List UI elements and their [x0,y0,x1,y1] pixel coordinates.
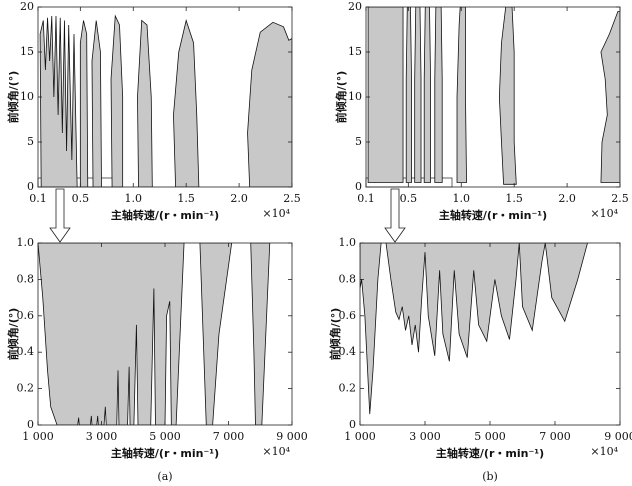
scale-label: ×10⁴ [590,207,618,220]
x-tick-label: 5 000 [149,430,181,443]
scale-label: ×10⁴ [262,207,290,220]
y-tick-label: 0 [27,180,34,193]
y-tick-label: 0 [355,180,362,193]
y-tick-label: 10 [348,90,362,103]
y-tick-label: 0 [27,418,34,431]
y-axis-label: 前倾角/(°) [6,71,20,124]
y-tick-label: 5 [27,135,34,148]
plot-area [39,14,292,187]
x-tick-label: 1.0 [453,192,471,205]
y-tick-label: 0.2 [17,382,35,395]
plot-area [367,7,620,185]
zoom-arrow [49,188,71,243]
x-tick-label: 0.5 [72,192,90,205]
lobe [79,20,89,187]
lobe [91,20,102,187]
y-tick-label: 1.0 [17,236,35,249]
zoom-indicators [37,177,453,243]
x-tick-label: 5 000 [474,430,506,443]
y-tick-label: 5 [355,135,362,148]
x-tick-label: 9 000 [276,430,308,443]
panel: 1 000 3 000 5 000 7 000 9 000 0 0.2 0.4 0.6 0.8 1.… [328,236,632,483]
x-tick-label: 0.5 [400,192,418,205]
x-tick-label: 1.5 [505,192,523,205]
x-axis-label: 主轴转速/(r・min⁻¹) [111,446,219,460]
lobe [414,7,422,183]
x-tick-label: 7 000 [213,430,245,443]
lobe [423,7,431,183]
y-tick-label: 0.8 [339,272,357,285]
lobe [250,243,271,425]
y-axis-label: 前倾角/(°) [334,71,348,124]
scale-label: ×10⁴ [262,445,290,458]
panel: 0.1 0.5 1.0 1.5 2.0 2.5 0 5 10 15 20 主轴转速/(r・min⁻¹)… [334,0,629,222]
lobe [600,11,620,183]
lobe [137,19,153,187]
y-tick-label: 20 [348,0,362,13]
lobe [39,15,78,187]
axes-frame [365,6,621,188]
zoom-arrow [384,188,406,243]
x-axis-label: 主轴转速/(r・min⁻¹) [111,208,219,222]
lobe [367,7,404,183]
y-tick-label: 15 [20,45,34,58]
plot-area [38,243,271,425]
lobe [434,7,443,183]
x-tick-label: 2.0 [230,192,248,205]
x-tick-label: 2.0 [558,192,576,205]
y-axis-label: 前倾角/(°) [328,308,342,361]
x-tick-label: 0.1 [29,192,47,205]
y-tick-label: 0.4 [17,345,35,358]
lobe [247,21,292,187]
panel: 1 000 3 000 5 000 7 000 9 000 0 0.2 0.4 0.6 0.8 1.… [6,236,308,483]
x-tick-label: 9 000 [604,430,632,443]
scale-label: ×10⁴ [590,445,618,458]
lobe [360,243,588,415]
lobe [110,14,124,187]
y-tick-label: 10 [20,90,34,103]
y-tick-label: 0.4 [339,345,357,358]
lobe [456,7,467,183]
x-tick-label: 1 000 [22,430,54,443]
y-tick-label: 1.0 [339,236,357,249]
lobe [38,243,185,425]
y-tick-label: 0.6 [17,309,35,322]
lobe [405,7,412,183]
y-tick-label: 15 [348,45,362,58]
lobe [199,243,233,425]
x-tick-label: 3 000 [86,430,118,443]
y-tick-label: 0 [349,418,356,431]
y-tick-label: 0.2 [339,382,357,395]
caption: (a) [157,470,172,483]
x-axis-label: 主轴转速/(r・min⁻¹) [439,208,547,222]
lobe [173,19,200,187]
caption: (b) [482,470,498,483]
x-tick-label: 7 000 [539,430,571,443]
x-tick-label: 3 000 [409,430,441,443]
y-tick-label: 20 [20,0,34,13]
x-tick-label: 2.5 [611,192,629,205]
x-tick-label: 0.1 [357,192,375,205]
x-tick-label: 1.0 [125,192,143,205]
y-tick-label: 0.6 [339,309,357,322]
x-axis-label: 主轴转速/(r・min⁻¹) [436,446,544,460]
y-axis-label: 前倾角/(°) [6,308,20,361]
panel: 0.1 0.5 1.0 1.5 2.0 2.5 0 5 10 15 20 主轴转速/(r・min⁻¹)… [6,0,301,222]
x-tick-label: 1.5 [177,192,195,205]
plot-area [360,243,588,415]
lobe [498,7,517,185]
x-tick-label: 2.5 [283,192,301,205]
y-tick-label: 0.8 [17,272,35,285]
x-tick-label: 1 000 [344,430,376,443]
